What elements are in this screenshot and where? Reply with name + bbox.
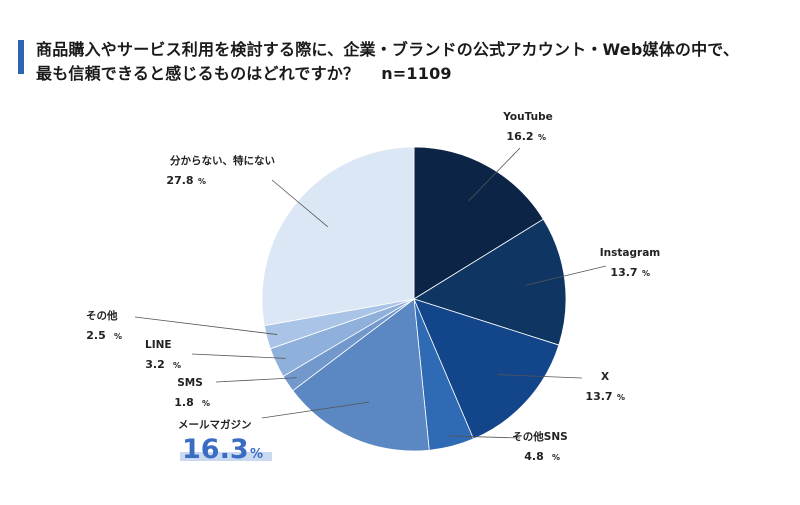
percent-sign: % bbox=[173, 361, 181, 370]
title-question: 最も信頼できると感じるものはどれですか？ bbox=[36, 64, 360, 83]
percent-sign: % bbox=[538, 133, 546, 142]
slice-label: LINE bbox=[145, 339, 172, 351]
sample-size: n=1109 bbox=[381, 64, 452, 83]
pie-slice bbox=[413, 218, 567, 346]
slice-value: 16.3 bbox=[182, 434, 249, 465]
title-line-1: 商品購入やサービス利用を検討する際に、企業・ブランドの公式アカウント・Web媒体… bbox=[36, 40, 740, 59]
slice-value: 16.2 bbox=[506, 130, 533, 143]
chart-title: 商品購入やサービス利用を検討する際に、企業・ブランドの公式アカウント・Web媒体… bbox=[36, 38, 776, 86]
slice-value: 4.8 bbox=[524, 450, 544, 463]
percent-sign: % bbox=[202, 399, 210, 408]
highlight-marker bbox=[180, 452, 272, 461]
leader-line bbox=[215, 377, 297, 383]
pie-slice bbox=[261, 146, 415, 327]
slice-label: YouTube bbox=[502, 111, 552, 123]
leader-line bbox=[271, 179, 329, 228]
slice-value: 13.7 bbox=[610, 266, 637, 279]
leader-line bbox=[525, 265, 607, 286]
leader-line bbox=[134, 316, 278, 335]
percent-sign: % bbox=[617, 393, 625, 402]
title-accent-bar bbox=[18, 40, 24, 74]
slice-value: 27.8 bbox=[166, 174, 193, 187]
leader-line bbox=[497, 374, 583, 379]
slice-value: 13.7 bbox=[585, 390, 612, 403]
slice-label: その他 bbox=[86, 309, 118, 322]
percent-sign: % bbox=[198, 177, 206, 186]
leader-line bbox=[191, 353, 286, 359]
slice-value: 3.2 bbox=[145, 358, 165, 371]
leader-line bbox=[449, 435, 521, 439]
pie-slice bbox=[292, 298, 430, 452]
slice-label: Instagram bbox=[600, 247, 661, 259]
percent-sign: % bbox=[642, 269, 650, 278]
percent-sign: % bbox=[114, 332, 122, 341]
pie-slice bbox=[413, 146, 544, 300]
pie-slice bbox=[413, 298, 560, 440]
percent-sign: % bbox=[552, 453, 560, 462]
slice-label: メールマガジン bbox=[178, 418, 252, 431]
title-line-2: 最も信頼できると感じるものはどれですか？ n=1109 bbox=[36, 62, 776, 86]
percent-sign: % bbox=[250, 447, 263, 462]
slice-label: SMS bbox=[177, 377, 203, 389]
slice-value: 1.8 bbox=[174, 396, 194, 409]
leader-line bbox=[261, 401, 370, 419]
slice-label: 分からない、特にない bbox=[170, 154, 275, 167]
slice-label: その他SNS bbox=[512, 430, 567, 443]
slice-label: X bbox=[601, 371, 609, 383]
leader-line bbox=[468, 147, 521, 202]
slice-value: 2.5 bbox=[86, 329, 106, 342]
